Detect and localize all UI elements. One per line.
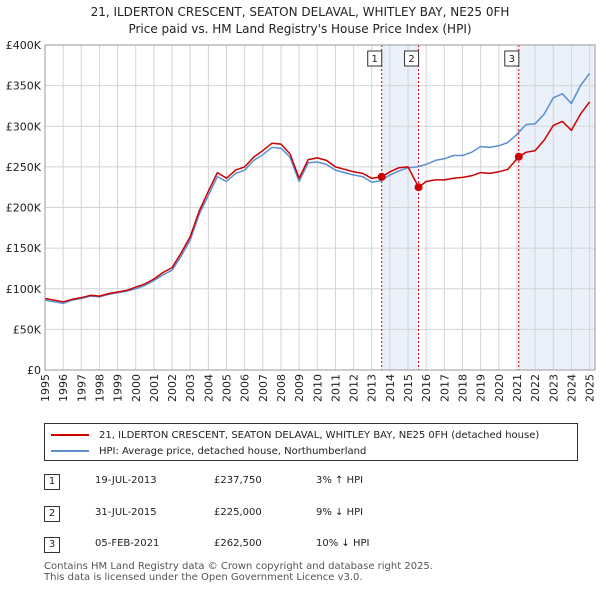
y-tick-label: £100K <box>6 283 42 296</box>
transaction-label: 1 <box>372 54 378 65</box>
x-tick-label: 2009 <box>293 374 306 402</box>
y-tick-label: £150K <box>6 242 42 255</box>
x-tick-label: 2020 <box>493 374 506 402</box>
transaction-hpi-diff: 3% ↑ HPI <box>316 475 364 486</box>
y-tick-label: £200K <box>6 202 42 215</box>
y-tick-label: £400K <box>6 39 42 52</box>
x-tick-label: 2007 <box>257 374 270 402</box>
transaction-number: 1 <box>44 474 60 490</box>
legend-property-label: 21, ILDERTON CRESCENT, SEATON DELAVAL, W… <box>99 429 540 441</box>
x-tick-label: 2001 <box>148 374 161 402</box>
transaction-label: 2 <box>408 54 414 65</box>
legend-hpi-label: HPI: Average price, detached house, Nort… <box>99 445 367 457</box>
x-tick-label: 2002 <box>166 374 179 402</box>
x-tick-label: 2024 <box>565 374 578 402</box>
x-tick-label: 1995 <box>39 374 52 402</box>
transaction-label-box <box>504 50 520 67</box>
x-tick-label: 2000 <box>130 374 143 402</box>
transaction-label-box <box>367 50 383 67</box>
x-tick-label: 2017 <box>438 374 451 402</box>
x-tick-label: 2010 <box>311 374 324 402</box>
transaction-price: £262,500 <box>214 538 262 549</box>
x-tick-label: 2012 <box>348 374 361 402</box>
transaction-hpi-diff: 9% ↓ HPI <box>316 507 364 518</box>
legend-hpi: HPI: Average price, detached house, Nort… <box>51 443 366 459</box>
y-tick-label: £250K <box>6 161 42 174</box>
footer-licence: This data is licensed under the Open Gov… <box>44 572 363 583</box>
property-series-line <box>44 101 591 303</box>
x-tick-label: 2023 <box>547 374 560 402</box>
transaction-hpi-diff: 10% ↓ HPI <box>316 538 370 549</box>
x-tick-label: 2018 <box>456 374 469 402</box>
x-tick-label: 2015 <box>402 374 415 402</box>
chart-title-line2: Price paid vs. HM Land Registry's House … <box>128 22 472 36</box>
hpi-series-line <box>44 72 591 305</box>
y-tick-label: £50K <box>13 323 42 336</box>
x-tick-label: 2004 <box>202 374 215 402</box>
transaction-point <box>514 152 523 161</box>
transaction-point <box>377 172 386 181</box>
table-row: 3 05-FEB-2021 £262,500 10% ↓ HPI <box>44 537 444 553</box>
x-tick-label: 2025 <box>584 374 597 402</box>
transaction-price: £237,750 <box>214 475 262 486</box>
x-tick-label: 2005 <box>221 374 234 402</box>
table-row: 2 31-JUL-2015 £225,000 9% ↓ HPI <box>44 506 444 522</box>
transaction-label: 3 <box>509 54 515 65</box>
transaction-number: 3 <box>44 537 60 553</box>
transaction-date: 31-JUL-2015 <box>95 507 157 518</box>
x-tick-label: 2011 <box>329 374 342 402</box>
table-row: 1 19-JUL-2013 £237,750 3% ↑ HPI <box>44 474 444 490</box>
chart-legend: 21, ILDERTON CRESCENT, SEATON DELAVAL, W… <box>44 423 578 461</box>
legend-property: 21, ILDERTON CRESCENT, SEATON DELAVAL, W… <box>51 427 539 443</box>
transaction-label-box <box>404 50 420 67</box>
legend-property-swatch <box>51 434 89 436</box>
x-tick-label: 2006 <box>239 374 252 402</box>
transaction-date: 19-JUL-2013 <box>95 475 157 486</box>
transaction-price: £225,000 <box>214 507 262 518</box>
x-tick-label: 2014 <box>384 374 397 402</box>
y-tick-label: £0 <box>27 364 41 377</box>
x-tick-label: 1998 <box>93 374 106 402</box>
x-tick-label: 2008 <box>275 374 288 402</box>
x-tick-label: 2016 <box>420 374 433 402</box>
footer: Contains HM Land Registry data © Crown c… <box>44 561 433 583</box>
x-tick-label: 2019 <box>475 374 488 402</box>
footer-copyright: Contains HM Land Registry data © Crown c… <box>44 561 433 572</box>
x-tick-label: 1997 <box>75 374 88 402</box>
legend-hpi-swatch <box>51 450 89 452</box>
x-tick-label: 2013 <box>366 374 379 402</box>
x-tick-label: 2022 <box>529 374 542 402</box>
x-tick-label: 2003 <box>184 374 197 402</box>
x-tick-label: 2021 <box>511 374 524 402</box>
transaction-number: 2 <box>44 506 60 522</box>
transaction-point <box>414 183 423 192</box>
x-tick-label: 1999 <box>112 374 125 402</box>
y-tick-label: £350K <box>6 80 42 93</box>
transaction-date: 05-FEB-2021 <box>95 538 160 549</box>
y-tick-label: £300K <box>6 120 42 133</box>
x-tick-label: 1996 <box>57 374 70 402</box>
price-chart: 1 2 3 £0 £50K £100K £150K £200K £250K £300K £350K… <box>6 39 597 402</box>
chart-title-line1: 21, ILDERTON CRESCENT, SEATON DELAVAL, W… <box>90 5 510 19</box>
plot-frame <box>44 44 596 371</box>
